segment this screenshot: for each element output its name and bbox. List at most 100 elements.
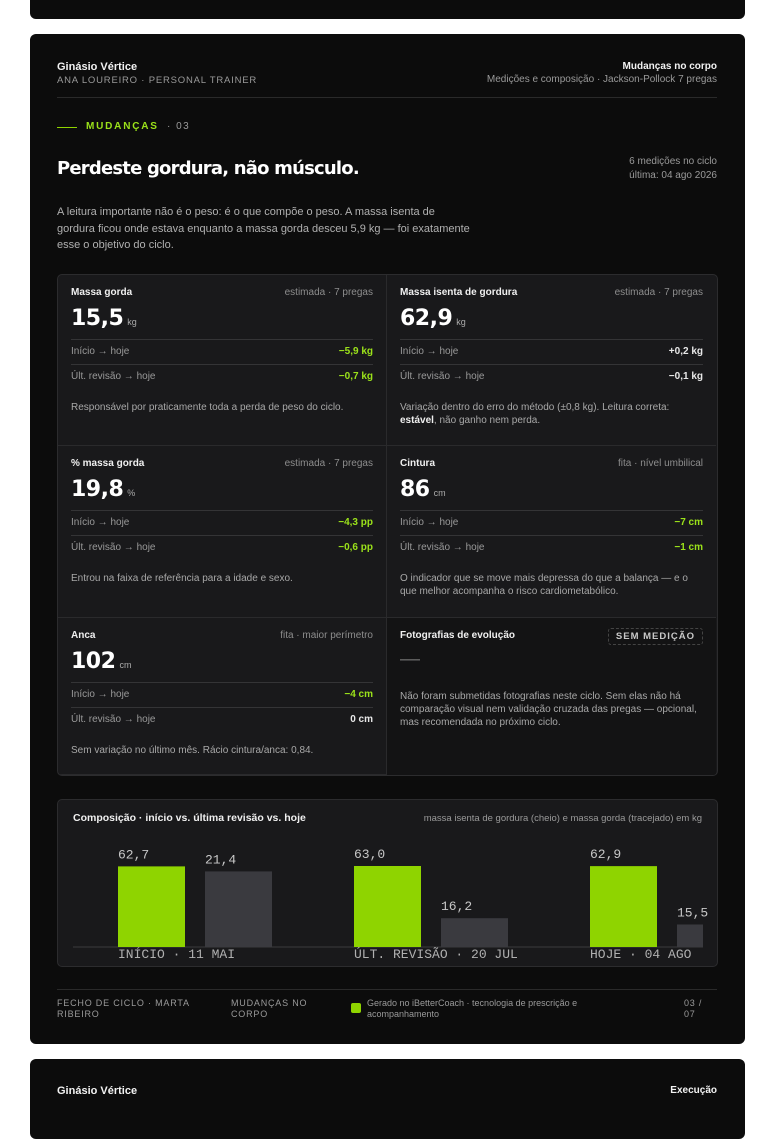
metric-unit: cm xyxy=(433,488,446,498)
category-label: ÚLT. REVISÃO · 20 JUL xyxy=(354,947,518,962)
photos-value: — xyxy=(400,648,420,670)
delta-label: Últ. revisão → hoje xyxy=(400,542,485,553)
bar xyxy=(354,866,421,947)
meta-last: última: 04 ago 2026 xyxy=(629,170,717,181)
metric-label: Massa isenta de gordura xyxy=(400,287,518,298)
delta-value: −4 cm xyxy=(344,689,373,700)
metric-unit: kg xyxy=(456,317,466,327)
comment-part: Sem variação no último mês. Rácio cintur… xyxy=(71,745,314,756)
delta-label: Início → hoje xyxy=(71,689,130,700)
delta-label: Últ. revisão → hoje xyxy=(71,542,156,553)
meta: 6 medições no ciclo última: 04 ago 2026 xyxy=(629,155,717,183)
category-label: INÍCIO · 11 MAI xyxy=(118,947,235,962)
page: Mudanças no corpo {"header":{"brand":"Gi… xyxy=(30,0,745,1139)
delta-label: Últ. revisão → hoje xyxy=(71,714,156,725)
category-label: HOJE · 04 AGO xyxy=(590,947,692,962)
footer-logo xyxy=(351,1003,361,1013)
comment-part: O indicador que se move mais depressa do… xyxy=(400,573,688,597)
metric-value: 15,5 kg xyxy=(71,306,137,331)
metric-value: 19,8% xyxy=(71,477,135,502)
delta-row: Início → hoje −5,9 kg xyxy=(71,339,373,364)
bar-value-label: 62,7 xyxy=(118,847,149,862)
metric-note: fita · maior perímetro xyxy=(280,630,373,641)
footer-section: MUDANÇAS NO CORPO xyxy=(231,998,308,1019)
intro: A leitura importante não é o peso: é o q… xyxy=(57,206,470,251)
delta-value: −1 cm xyxy=(674,542,703,553)
metric-number: 102 xyxy=(71,649,116,674)
metric-card: % massa gorda estimada · 7 pregas 19,8% Iní… xyxy=(58,446,387,618)
delta-label: Início → hoje xyxy=(400,517,459,528)
bar-value-label: 63,0 xyxy=(354,847,385,862)
chart-card: Composição · início vs. última revisão v… xyxy=(57,799,718,967)
footer-generated: Gerado no iBetterCoach · tecnologia de p… xyxy=(367,998,578,1019)
footer-page: 03 / 07 xyxy=(684,998,703,1019)
metric-unit: cm xyxy=(119,660,132,670)
next-section: Execução xyxy=(670,1085,717,1096)
metric-label: Cintura xyxy=(400,458,435,469)
method: Medições e composição · Jackson-Pollock … xyxy=(486,74,717,85)
delta-value: −5,9 kg xyxy=(338,346,373,357)
metric-value: 86 cm xyxy=(400,477,446,502)
comment-part: , não ganho nem perda. xyxy=(433,415,541,426)
kicker-number: · 03 xyxy=(167,121,191,132)
delta-row: Últ. revisão → hoje −0,6 pp xyxy=(71,535,373,560)
delta-label: Últ. revisão → hoje xyxy=(71,371,156,382)
metric-comment: Responsável por praticamente toda a perd… xyxy=(71,401,373,414)
delta-value: −7 cm xyxy=(674,517,703,528)
next-page-card: Ginásio Vértice Execução xyxy=(30,1059,745,1139)
footer-divider xyxy=(57,989,717,990)
comment-part: estável xyxy=(400,415,434,426)
metric-value: 62,9 kg xyxy=(400,306,466,331)
delta-row: Início → hoje −4 cm xyxy=(71,682,373,707)
delta-row: Últ. revisão → hoje −0,7 kg xyxy=(71,364,373,389)
metrics-grid: Massa gorda estimada · 7 pregas 15,5 kg Iníc… xyxy=(57,274,718,776)
report-page-card: Ginásio Vértice ANA LOUREIRO · PERSONAL … xyxy=(30,34,745,1044)
photos-badge: SEM MEDIÇÃO xyxy=(607,628,703,645)
delta-label: Início → hoje xyxy=(71,517,130,528)
metric-number: 15,5 xyxy=(71,306,124,331)
bar xyxy=(590,866,657,947)
delta-label: Últ. revisão → hoje xyxy=(400,371,485,382)
metric-label: Anca xyxy=(71,630,96,641)
metric-value: 102 cm xyxy=(71,649,131,674)
delta-value: −4,3 pp xyxy=(338,517,373,528)
metric-card: Massa isenta de gordura estimada · 7 preg… xyxy=(387,275,716,446)
delta-row: Últ. revisão → hoje −0,1 kg xyxy=(400,364,703,389)
headline: Perdeste gordura, não músculo. xyxy=(57,158,360,179)
metric-note: estimada · 7 pregas xyxy=(614,287,703,298)
delta-row: Início → hoje −7 cm xyxy=(400,510,703,535)
comment-part: Variação dentro do erro do método (±0,8 … xyxy=(400,402,670,413)
footer-closing: FECHO DE CICLO · MARTA RIBEIRO xyxy=(57,998,190,1019)
metric-number: 19,8 xyxy=(71,477,124,502)
photos-comment: Não foram submetidas fotografias neste c… xyxy=(400,691,697,728)
metric-note: fita · nível umbilical xyxy=(617,458,703,469)
metric-label: Massa gorda xyxy=(71,287,133,298)
previous-page-card xyxy=(30,0,745,19)
metric-comment: O indicador que se move mais depressa do… xyxy=(400,572,703,598)
metric-label: % massa gorda xyxy=(71,458,145,469)
metric-note: estimada · 7 pregas xyxy=(284,458,373,469)
photos-label: Fotografias de evolução xyxy=(400,630,516,641)
delta-value: +0,2 kg xyxy=(668,346,703,357)
chart-title: Composição · início vs. última revisão v… xyxy=(73,812,306,824)
chart: 62,7 21,4 INÍCIO · 11 MAI 63,0 16,2 ÚLT. REVI… xyxy=(73,847,708,962)
delta-row: Últ. revisão → hoje −1 cm xyxy=(400,535,703,560)
comment-part: Entrou na faixa de referência para a ida… xyxy=(71,573,293,584)
delta-value: −0,6 pp xyxy=(338,542,373,553)
next-brand: Ginásio Vértice xyxy=(57,1085,138,1097)
metric-card: Anca fita · maior perímetro 102 cm Início → … xyxy=(58,618,387,775)
bar xyxy=(677,924,703,947)
metric-note: estimada · 7 pregas xyxy=(284,287,373,298)
metric-comment: Entrou na faixa de referência para a ida… xyxy=(71,572,373,585)
delta-row: Início → hoje +0,2 kg xyxy=(400,339,703,364)
header-divider xyxy=(57,97,717,98)
bar-value-label: 15,5 xyxy=(677,906,708,921)
delta-row: Últ. revisão → hoje 0 cm xyxy=(71,707,373,732)
metric-card: Cintura fita · nível umbilical 86 cm Início … xyxy=(387,446,716,618)
delta-label: Início → hoje xyxy=(71,346,130,357)
bar-value-label: 16,2 xyxy=(441,899,472,914)
kicker-label: MUDANÇAS xyxy=(86,121,159,132)
brand: Ginásio Vértice xyxy=(57,61,138,73)
meta-count: 6 medições no ciclo xyxy=(629,156,717,167)
metric-unit: kg xyxy=(127,317,137,327)
